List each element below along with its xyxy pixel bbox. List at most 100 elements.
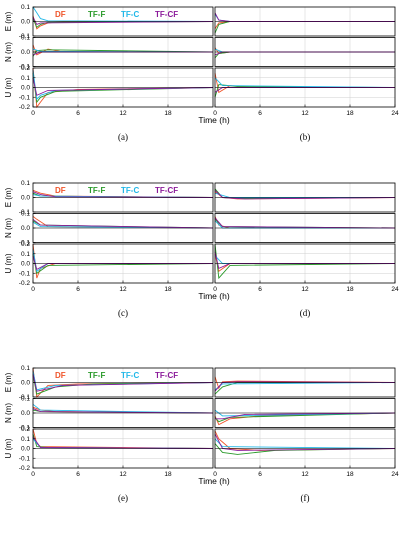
x-tick-label: 0 (31, 286, 35, 293)
panel-label: (d) (300, 308, 311, 318)
y-tick-label: -0.1 (19, 240, 31, 247)
panel-N-left: -0.1 0.0 0.1 N (m) (4, 211, 214, 247)
panel-N-right (214, 398, 396, 428)
x-tick-label: 12 (301, 286, 309, 293)
x-tick-label: 6 (258, 286, 262, 293)
plot-frame (214, 367, 396, 398)
panel-E-left: -0.1 0.0 0.1 E (m) (4, 365, 214, 401)
legend-entry-TF-CF: TF-CF (155, 371, 178, 380)
series-line-TF-CF (32, 218, 214, 229)
y-tick-label: -0.1 (19, 425, 31, 432)
y-tick-label: 0.1 (21, 180, 30, 187)
y-tick-label: 0.0 (21, 195, 30, 202)
series-line-TF-CF (214, 217, 396, 229)
legend-entry-TF-CF: TF-CF (155, 10, 178, 19)
y-tick-label: 0.0 (21, 380, 30, 387)
series-line-TF-CF (215, 412, 396, 420)
y-axis-label: N (m) (4, 42, 13, 62)
plot-frame (214, 213, 396, 243)
series-line-TF-CF (32, 77, 214, 96)
panel-N-left: -0.1 0.0 0.1 N (m) (4, 35, 214, 71)
x-tick-label: 12 (119, 471, 127, 478)
panel-U-left: -0.2 -0.1 0.0 0.1 0.2 U (m) (4, 426, 214, 472)
series-line-TF-CF (32, 191, 214, 198)
series-line-TF-CF (32, 16, 214, 25)
legend-entry-TF-C: TF-C (121, 10, 139, 19)
legend-entry-DF: DF (55, 371, 66, 380)
y-tick-label: 0.2 (21, 65, 30, 72)
x-axis-label: Time (h) (198, 291, 229, 301)
legend-entry-DF: DF (55, 10, 66, 19)
y-axis-label: E (m) (4, 372, 13, 392)
series-line-TF-CF (32, 436, 214, 449)
legend-entry-TF-F: TF-F (88, 10, 105, 19)
y-tick-label: 0.2 (21, 241, 30, 248)
panel-U-left: -0.2 -0.1 0.0 0.1 0.2 U (m) (4, 65, 214, 111)
x-tick-label: 0 (213, 471, 217, 478)
plot-frame (214, 398, 396, 428)
legend-entry-TF-CF: TF-CF (155, 186, 178, 195)
y-tick-label: 0.0 (21, 410, 30, 417)
y-axis-label: U (m) (4, 77, 13, 97)
y-axis-label: E (m) (4, 187, 13, 207)
series-line-TF-CF (32, 408, 214, 414)
x-tick-label: 24 (391, 286, 399, 293)
y-tick-label: 0.1 (21, 396, 30, 403)
figure-group-0: -0.10.00.1E (m)-0.10.00.1N (m)-0.2-0.10.… (4, 4, 399, 142)
x-tick-label: 6 (258, 110, 262, 117)
x-axis-label: Time (h) (198, 115, 229, 125)
legend-entry-DF: DF (55, 186, 66, 195)
series-line-TF-F (32, 49, 214, 57)
y-tick-label: 0.0 (21, 446, 30, 453)
series-line-TF-CF (214, 381, 396, 392)
y-tick-label: 0.1 (21, 211, 30, 218)
y-tick-label: -0.1 (19, 33, 31, 40)
y-tick-label: 0.2 (21, 426, 30, 433)
y-tick-label: 0.1 (21, 436, 30, 443)
y-tick-label: 0.1 (21, 4, 30, 11)
x-tick-label: 18 (346, 110, 354, 117)
x-tick-label: 6 (258, 471, 262, 478)
panel-N-right (214, 213, 396, 243)
panel-U-right (214, 243, 396, 284)
x-tick-label: 0 (31, 471, 35, 478)
y-tick-label: -0.1 (19, 394, 31, 401)
panel-U-left: -0.2 -0.1 0.0 0.1 0.2 U (m) (4, 241, 214, 287)
panel-N-left: -0.1 0.0 0.1 N (m) (4, 396, 214, 432)
x-tick-label: 18 (164, 110, 172, 117)
series-line-DF (214, 376, 396, 390)
y-axis-label: N (m) (4, 218, 13, 238)
x-axis-label: Time (h) (198, 476, 229, 486)
y-tick-label: 0.0 (21, 261, 30, 268)
y-tick-label: 0.0 (21, 19, 30, 26)
panel-U-right (214, 67, 396, 108)
plot-frame (214, 6, 396, 37)
figure-group-1: -0.10.00.1E (m)-0.10.00.1N (m)-0.2-0.10.… (4, 180, 399, 318)
series-line-TF-C (32, 221, 214, 229)
y-tick-label: 0.1 (21, 75, 30, 82)
series-line-TF-C (32, 6, 214, 22)
figure-group-2: -0.10.00.1E (m)-0.10.00.1N (m)-0.2-0.10.… (4, 365, 399, 503)
x-tick-label: 18 (346, 471, 354, 478)
y-tick-label: 0.1 (21, 251, 30, 258)
y-tick-label: 0.0 (21, 225, 30, 232)
plot-frame (214, 182, 396, 213)
panel-E-left: -0.1 0.0 0.1 E (m) (4, 180, 214, 216)
series-line-TF-CF (214, 433, 396, 451)
panel-label: (b) (300, 132, 311, 142)
panel-E-right (214, 367, 396, 398)
series-line-TF-C (214, 77, 396, 88)
y-axis-label: U (m) (4, 438, 13, 458)
x-tick-label: 18 (164, 471, 172, 478)
x-tick-label: 0 (213, 110, 217, 117)
panel-U-right (214, 428, 396, 469)
x-tick-label: 24 (391, 110, 399, 117)
y-tick-label: -0.1 (19, 270, 31, 277)
y-axis-label: N (m) (4, 403, 13, 423)
y-tick-label: -0.2 (19, 465, 31, 472)
series-line-TF-C (214, 438, 396, 449)
y-tick-label: -0.1 (19, 209, 31, 216)
y-axis-label: E (m) (4, 11, 13, 31)
y-tick-label: -0.1 (19, 64, 31, 71)
